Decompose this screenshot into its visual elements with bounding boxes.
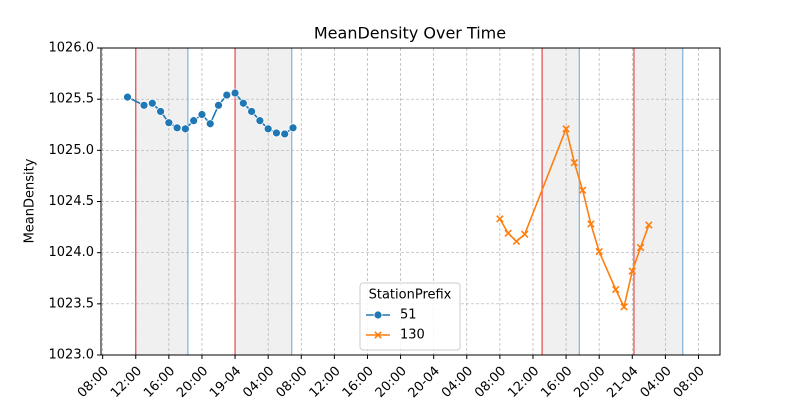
point	[628, 267, 637, 275]
y-tick-label: 1025.0	[49, 143, 95, 158]
point	[620, 303, 628, 311]
point	[520, 230, 529, 239]
point	[288, 123, 298, 133]
point	[280, 129, 290, 139]
point	[255, 116, 265, 126]
y-axis-label: MeanDensity	[23, 158, 38, 243]
point	[512, 237, 521, 246]
point	[139, 100, 149, 110]
legend-label: 51	[400, 308, 417, 323]
y-tick-label: 1025.5	[49, 92, 95, 107]
point	[595, 247, 603, 256]
y-tick-label: 1023.0	[49, 348, 95, 363]
legend-box	[359, 282, 461, 351]
point	[562, 125, 570, 133]
y-tick-label: 1024.0	[49, 245, 95, 260]
point	[197, 110, 207, 119]
legend-marker	[374, 331, 382, 339]
point	[172, 123, 182, 133]
chart-title: MeanDensity Over Time	[314, 24, 506, 43]
point	[147, 98, 157, 108]
point	[205, 119, 215, 129]
point	[587, 220, 595, 228]
plot-frame	[100, 47, 721, 356]
point	[164, 118, 174, 128]
point	[238, 98, 248, 108]
legend-marker	[373, 310, 383, 320]
point	[181, 124, 190, 134]
point	[578, 186, 587, 195]
point	[496, 215, 504, 223]
y-tick-label: 1023.5	[49, 296, 95, 311]
point	[570, 158, 579, 167]
point	[247, 107, 257, 116]
point	[230, 88, 240, 98]
legend-title: StationPrefix	[369, 288, 452, 303]
y-tick-label: 1026.0	[49, 41, 95, 56]
point	[611, 285, 620, 294]
point	[504, 229, 512, 237]
point	[222, 90, 232, 100]
point	[636, 243, 645, 252]
point	[272, 128, 281, 138]
point	[123, 92, 132, 102]
point	[263, 124, 273, 134]
point	[214, 100, 223, 110]
point	[645, 221, 653, 229]
y-tick-label: 1024.5	[49, 194, 95, 209]
legend-label: 130	[400, 328, 425, 343]
point	[156, 107, 165, 116]
point	[189, 116, 199, 126]
